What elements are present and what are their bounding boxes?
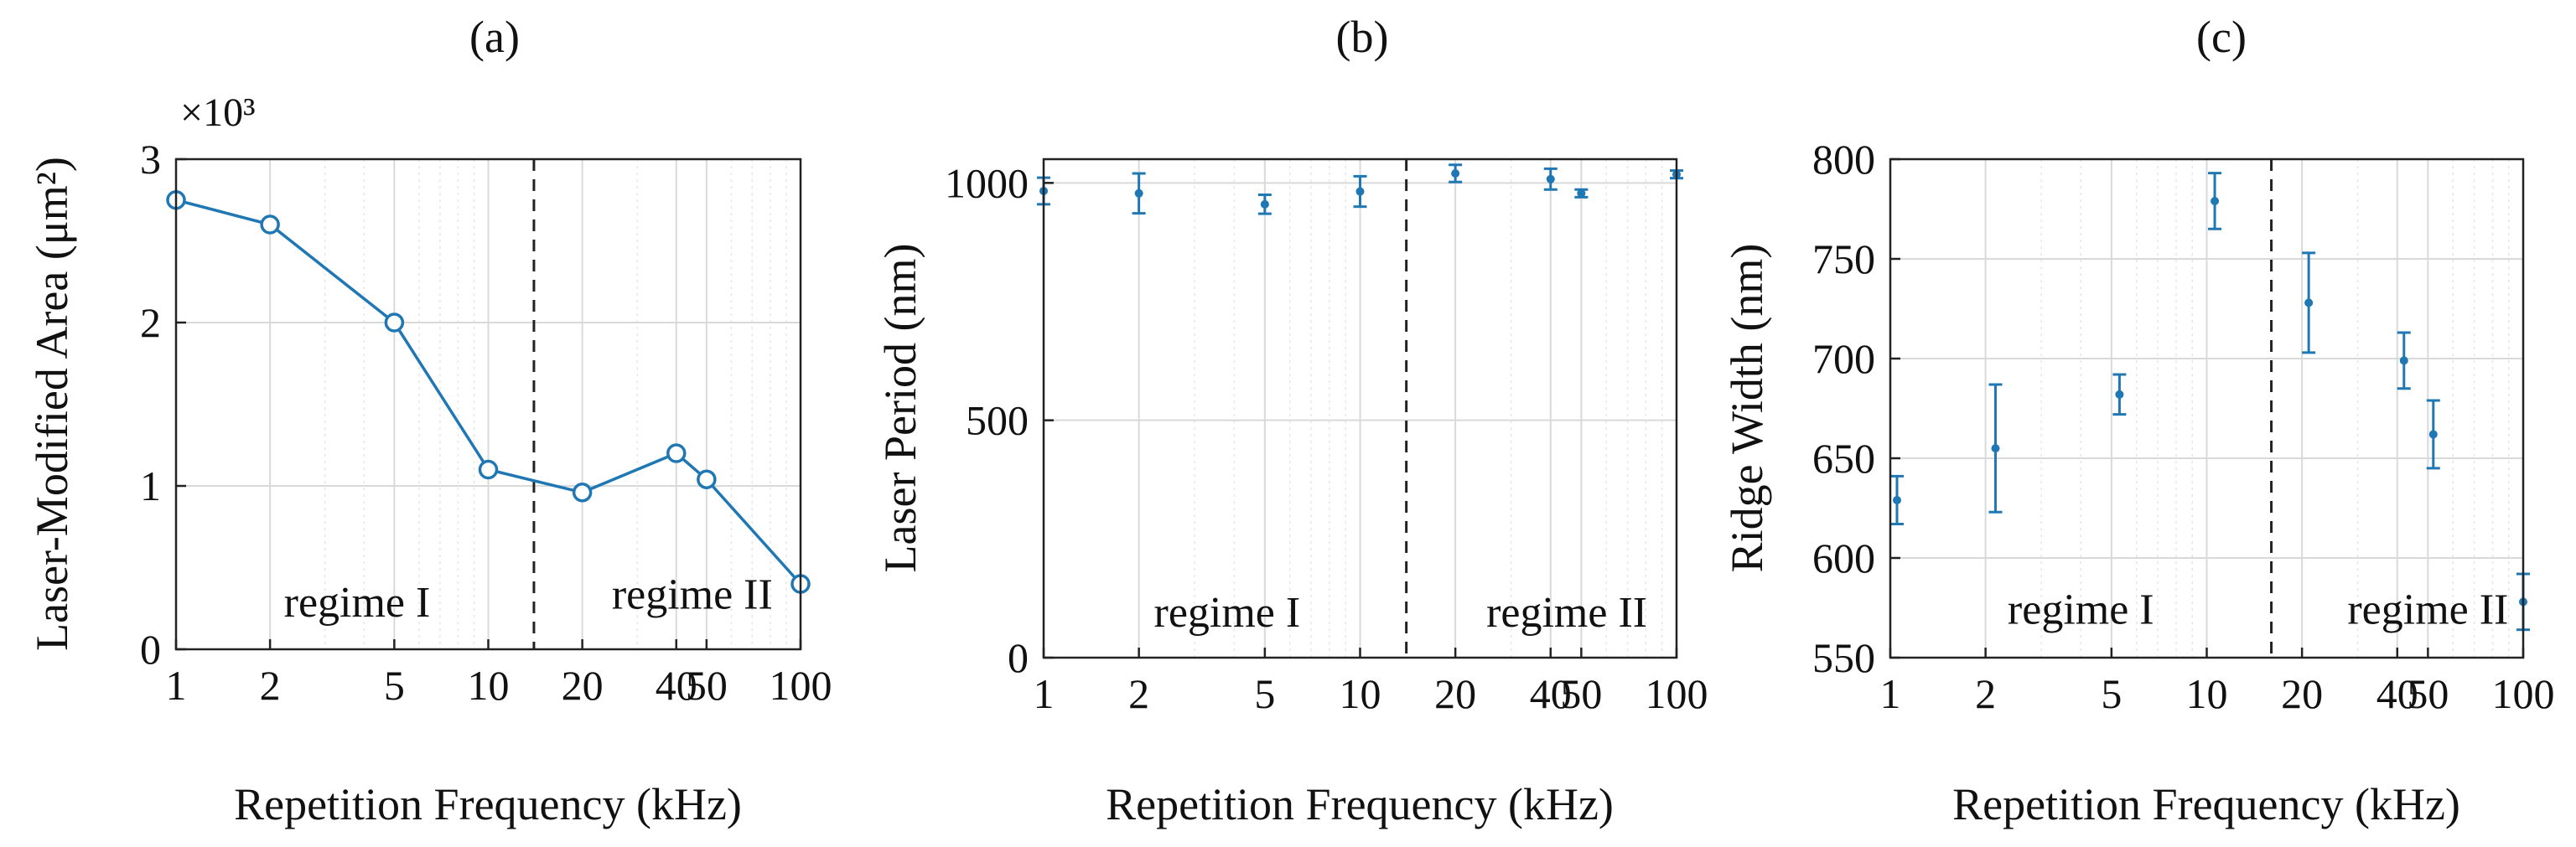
panel-c-errorbar-point xyxy=(2426,399,2440,470)
panel-b-label: (b) xyxy=(1336,12,1389,62)
panel-a-y-tick-label: 1 xyxy=(140,462,161,509)
panel-c-errorbar-point xyxy=(2112,373,2127,416)
panel-b-grid xyxy=(1044,159,1677,658)
panel-c-x-tick-label: 2 xyxy=(1975,670,1996,717)
panel-b-x-tick-label: 100 xyxy=(1646,670,1708,717)
panel-c-y-axis-label: Ridge Width (nm) xyxy=(1722,244,1772,573)
panel-a-data-point xyxy=(697,469,717,489)
panel-c-x-tick-label: 5 xyxy=(2101,670,2122,717)
panel-b-x-tick-label: 2 xyxy=(1128,670,1149,717)
panel-b-data-point xyxy=(1451,169,1460,178)
panel-c-x-axis-label: Repetition Frequency (kHz) xyxy=(1952,779,2460,829)
panel-a-x-tick-label: 40 xyxy=(656,662,697,709)
panel-b-data-point xyxy=(1577,189,1586,198)
panel-c-errorbar-point xyxy=(2302,251,2316,354)
panel-c-label: (c) xyxy=(2196,12,2247,62)
panel-b-regime-2-label: regime II xyxy=(1486,589,1647,637)
panel-b-errorbar-point xyxy=(1543,167,1558,191)
panel-b-errorbar-point xyxy=(1449,163,1463,183)
panel-c-data-point xyxy=(2428,430,2438,439)
panel-a-regime-1-label: regime I xyxy=(284,579,431,627)
panel-b-x-tick-label: 10 xyxy=(1340,670,1381,717)
panel-a-data-point xyxy=(260,214,280,235)
panel-a-y-axis-label: Laser-Modified Area (μm²) xyxy=(27,157,77,651)
panel-b-x-tick-label: 20 xyxy=(1434,670,1476,717)
panel-b-x-tick-label: 50 xyxy=(1560,670,1602,717)
panel-b-x-tick-label: 1 xyxy=(1034,670,1055,717)
panel-c-data-point xyxy=(2115,390,2124,399)
panel-a-grid xyxy=(176,159,801,649)
panel-a-x-tick-label: 10 xyxy=(468,662,510,709)
panel-b-x-axis-label: Repetition Frequency (kHz) xyxy=(1106,779,1614,829)
panel-b-y-axis-label: Laser Period (nm) xyxy=(875,244,925,573)
panel-c-regime-1-label: regime I xyxy=(2008,586,2154,634)
panel-a-y-multiplier: ×10³ xyxy=(180,90,255,135)
panel-a-label: (a) xyxy=(469,12,520,62)
panel-a-y-ticks: 0 1 2 3 xyxy=(140,136,186,673)
panel-a-data-point xyxy=(572,483,593,503)
panel-a-x-tick-label: 100 xyxy=(770,662,832,709)
panel-a-y-tick-label: 3 xyxy=(140,136,161,183)
panel-c-y-tick-label: 600 xyxy=(1812,535,1875,581)
panel-c-data-point xyxy=(2399,356,2408,365)
panel-c-y-tick-label: 750 xyxy=(1812,235,1875,282)
panel-c-data-point xyxy=(1991,444,2000,453)
panel-b-y-tick-label: 0 xyxy=(1008,634,1029,681)
panel-c-x-tick-label: 40 xyxy=(2376,670,2418,717)
panel-c-errorbar-point xyxy=(2397,331,2411,390)
panel-c-y-ticks: 550 600 650 700 750 800 xyxy=(1812,136,1900,681)
panel-b-y-tick-label: 1000 xyxy=(945,159,1029,206)
panel-c-errorbar-point xyxy=(1889,474,1904,526)
panel-a-data-point xyxy=(666,443,687,463)
panel-a-x-tick-label: 20 xyxy=(562,662,604,709)
panel-c-x-tick-label: 10 xyxy=(2186,670,2228,717)
panel-c-data-point xyxy=(2211,196,2220,205)
panel-a-x-tick-label: 5 xyxy=(384,662,405,709)
panel-c-x-tick-label: 20 xyxy=(2281,670,2323,717)
panel-c-regime-2-label: regime II xyxy=(2347,586,2508,634)
panel-a-x-axis-label: Repetition Frequency (kHz) xyxy=(234,779,742,829)
panel-c-y-tick-label: 650 xyxy=(1812,435,1875,482)
panel-a-y-tick-label: 0 xyxy=(140,626,161,673)
panel-a-regime-2-label: regime II xyxy=(612,571,773,618)
panel-a-data-point xyxy=(384,312,405,333)
panel-c-errorbar-point xyxy=(2208,172,2222,230)
panel-c-x-tick-label: 100 xyxy=(2492,670,2555,717)
panel-b-data-point xyxy=(1134,189,1143,198)
panel-b-x-tick-label: 5 xyxy=(1254,670,1275,717)
panel-c-y-tick-label: 800 xyxy=(1812,136,1875,183)
panel-b-regime-1-label: regime I xyxy=(1154,589,1301,637)
panel-c-grid xyxy=(1890,159,2523,658)
panel-b-errorbar-point xyxy=(1257,194,1272,215)
panel-b-data-point xyxy=(1260,199,1269,209)
panel-b-y-tick-label: 500 xyxy=(966,397,1029,444)
panel-b-data-point xyxy=(1355,187,1365,196)
panel-a-data-point xyxy=(478,459,499,480)
panel-c-y-tick-label: 550 xyxy=(1812,634,1875,681)
panel-b-x-tick-label: 40 xyxy=(1530,670,1572,717)
panel-c-x-tick-label: 50 xyxy=(2407,670,2449,717)
panel-c-data-point xyxy=(2304,298,2314,307)
panel-c-x-tick-label: 1 xyxy=(1880,670,1901,717)
panel-b-errorbar-point xyxy=(1353,174,1367,209)
panel-c-y-tick-label: 700 xyxy=(1812,335,1875,382)
panel-b-y-ticks: 0 500 1000 xyxy=(945,159,1054,681)
panel-c-errorbar-point xyxy=(1988,383,2003,514)
panel-a-x-tick-label: 50 xyxy=(686,662,728,709)
panel-a-x-tick-label: 1 xyxy=(166,662,187,709)
panel-b-data-point xyxy=(1546,174,1555,183)
panel-c-errorbar-series xyxy=(1889,172,2530,632)
panel-b-errorbar-point xyxy=(1574,188,1589,199)
panel-a-y-tick-label: 2 xyxy=(140,299,161,346)
panel-c-data-point xyxy=(1892,495,1901,504)
panel-b-errorbar-point xyxy=(1132,172,1146,215)
panel-a-x-tick-label: 2 xyxy=(260,662,281,709)
